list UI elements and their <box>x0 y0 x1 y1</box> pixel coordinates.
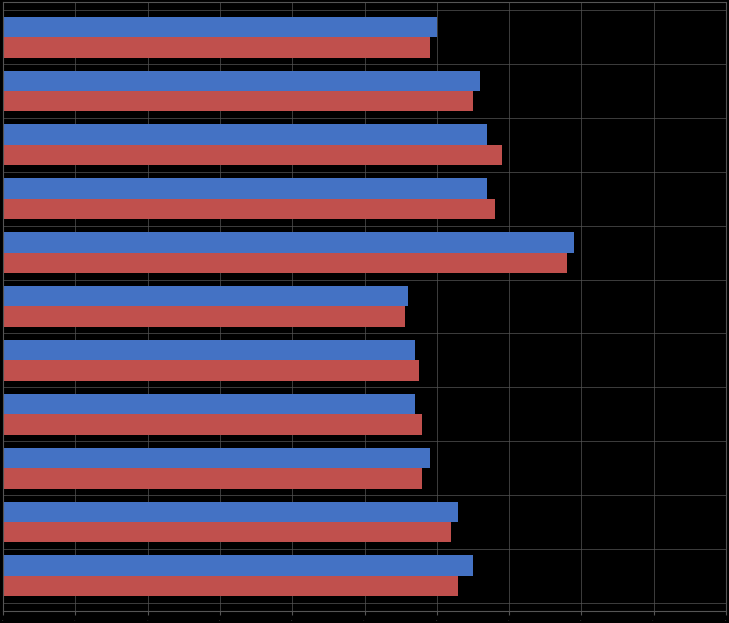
Bar <box>3 199 494 219</box>
Bar <box>3 232 574 252</box>
Bar <box>3 286 408 307</box>
Bar <box>3 340 415 360</box>
Bar <box>3 394 415 414</box>
Bar <box>3 502 459 522</box>
Bar <box>3 70 480 91</box>
Bar <box>3 360 419 381</box>
Bar <box>3 414 422 435</box>
Bar <box>3 522 451 543</box>
Bar <box>3 125 488 145</box>
Bar <box>3 17 437 37</box>
Bar <box>3 252 567 273</box>
Bar <box>3 307 405 327</box>
Bar <box>3 145 502 165</box>
Bar <box>3 37 429 57</box>
Bar <box>3 555 473 576</box>
Bar <box>3 576 459 596</box>
Bar <box>3 468 422 488</box>
Bar <box>3 448 429 468</box>
Bar <box>3 91 473 112</box>
Bar <box>3 178 488 199</box>
